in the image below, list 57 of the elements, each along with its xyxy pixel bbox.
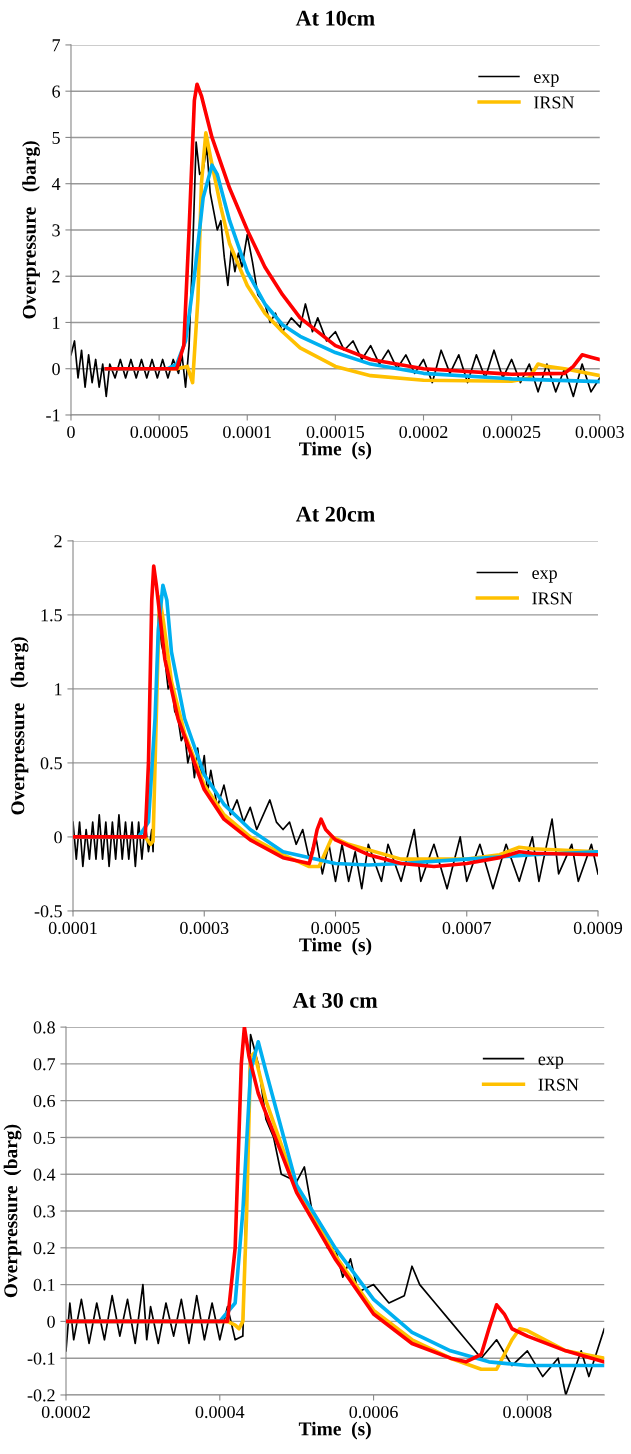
y-tick-label: 2: [52, 270, 60, 283]
y-tick-label: 0.5: [33, 1131, 55, 1144]
legend-label: IRSN: [538, 1078, 579, 1091]
y-tick-label: 5: [52, 131, 60, 144]
chart-title: At 10cm: [295, 10, 375, 26]
y-tick-label: 1: [55, 683, 62, 696]
y-tick-label: -0.1: [27, 1352, 55, 1365]
legend-label: exp: [534, 74, 559, 87]
x-tick-label: 0.0006: [349, 1405, 398, 1419]
y-axis-title: Overpressure (barg): [22, 141, 40, 319]
x-tick-label: 0.00005: [130, 425, 188, 439]
x-tick-label: 0.0003: [180, 921, 229, 935]
y-tick-label: 0.7: [33, 1058, 56, 1071]
chart-title: At 20cm: [295, 506, 375, 522]
y-tick-label: 4: [51, 178, 61, 190]
legend-label: exp: [538, 1056, 564, 1069]
x-tick-label: 0.0002: [399, 425, 448, 439]
x-axis-title: Time (s): [298, 1421, 371, 1440]
x-tick-label: 0.0001: [223, 425, 271, 439]
y-tick-label: 0.2: [33, 1242, 55, 1255]
y-tick-label: 7: [52, 39, 61, 52]
y-tick-label: 0: [47, 1315, 55, 1328]
legend-label: IRSN: [534, 96, 575, 109]
y-tick-label: 0.4: [33, 1168, 56, 1181]
y-axis-title: Overpressure (barg): [3, 1124, 22, 1298]
x-tick-label: 0.0003: [575, 425, 624, 439]
x-tick-label: 0.00025: [482, 425, 541, 439]
y-tick-label: 0.1: [33, 1278, 55, 1292]
y-tick-label: -0.5: [34, 905, 62, 918]
x-tick-label: 0.0002: [41, 1405, 90, 1419]
y-tick-label: -0.2: [27, 1389, 55, 1402]
y-tick-label: 0.5: [40, 757, 62, 770]
y-tick-label: 6: [52, 85, 61, 98]
x-tick-label: 0.0008: [503, 1405, 552, 1419]
legend-label: IRSN: [532, 592, 573, 605]
y-tick-label: 2: [54, 535, 62, 548]
y-tick-label: -1: [46, 409, 60, 422]
x-tick-label: 0.0001: [48, 921, 97, 935]
x-tick-label: 0.0005: [311, 921, 360, 935]
y-tick-label: 0.8: [33, 1021, 55, 1034]
y-tick-label: 0: [54, 831, 62, 844]
legend-label: exp: [532, 570, 557, 583]
y-tick-label: 3: [52, 224, 60, 237]
chart-title: At 30 cm: [292, 992, 378, 1008]
x-axis-title: Time (s): [299, 937, 372, 956]
x-axis-title: Time (s): [299, 441, 372, 460]
y-tick-label: 1: [53, 316, 60, 329]
x-tick-label: 0.0009: [573, 921, 623, 935]
y-tick-label: 0: [52, 362, 60, 376]
y-tick-label: 0.3: [33, 1205, 55, 1218]
x-tick-label: 0.0004: [195, 1405, 245, 1419]
y-tick-label: 1.5: [41, 609, 62, 622]
y-axis-title: Overpressure (barg): [10, 637, 29, 815]
y-tick-label: 0.6: [33, 1094, 56, 1108]
x-tick-label: 0.0007: [442, 921, 492, 935]
x-tick-label: 0.00015: [306, 425, 365, 439]
x-tick-label: 0: [67, 425, 75, 439]
